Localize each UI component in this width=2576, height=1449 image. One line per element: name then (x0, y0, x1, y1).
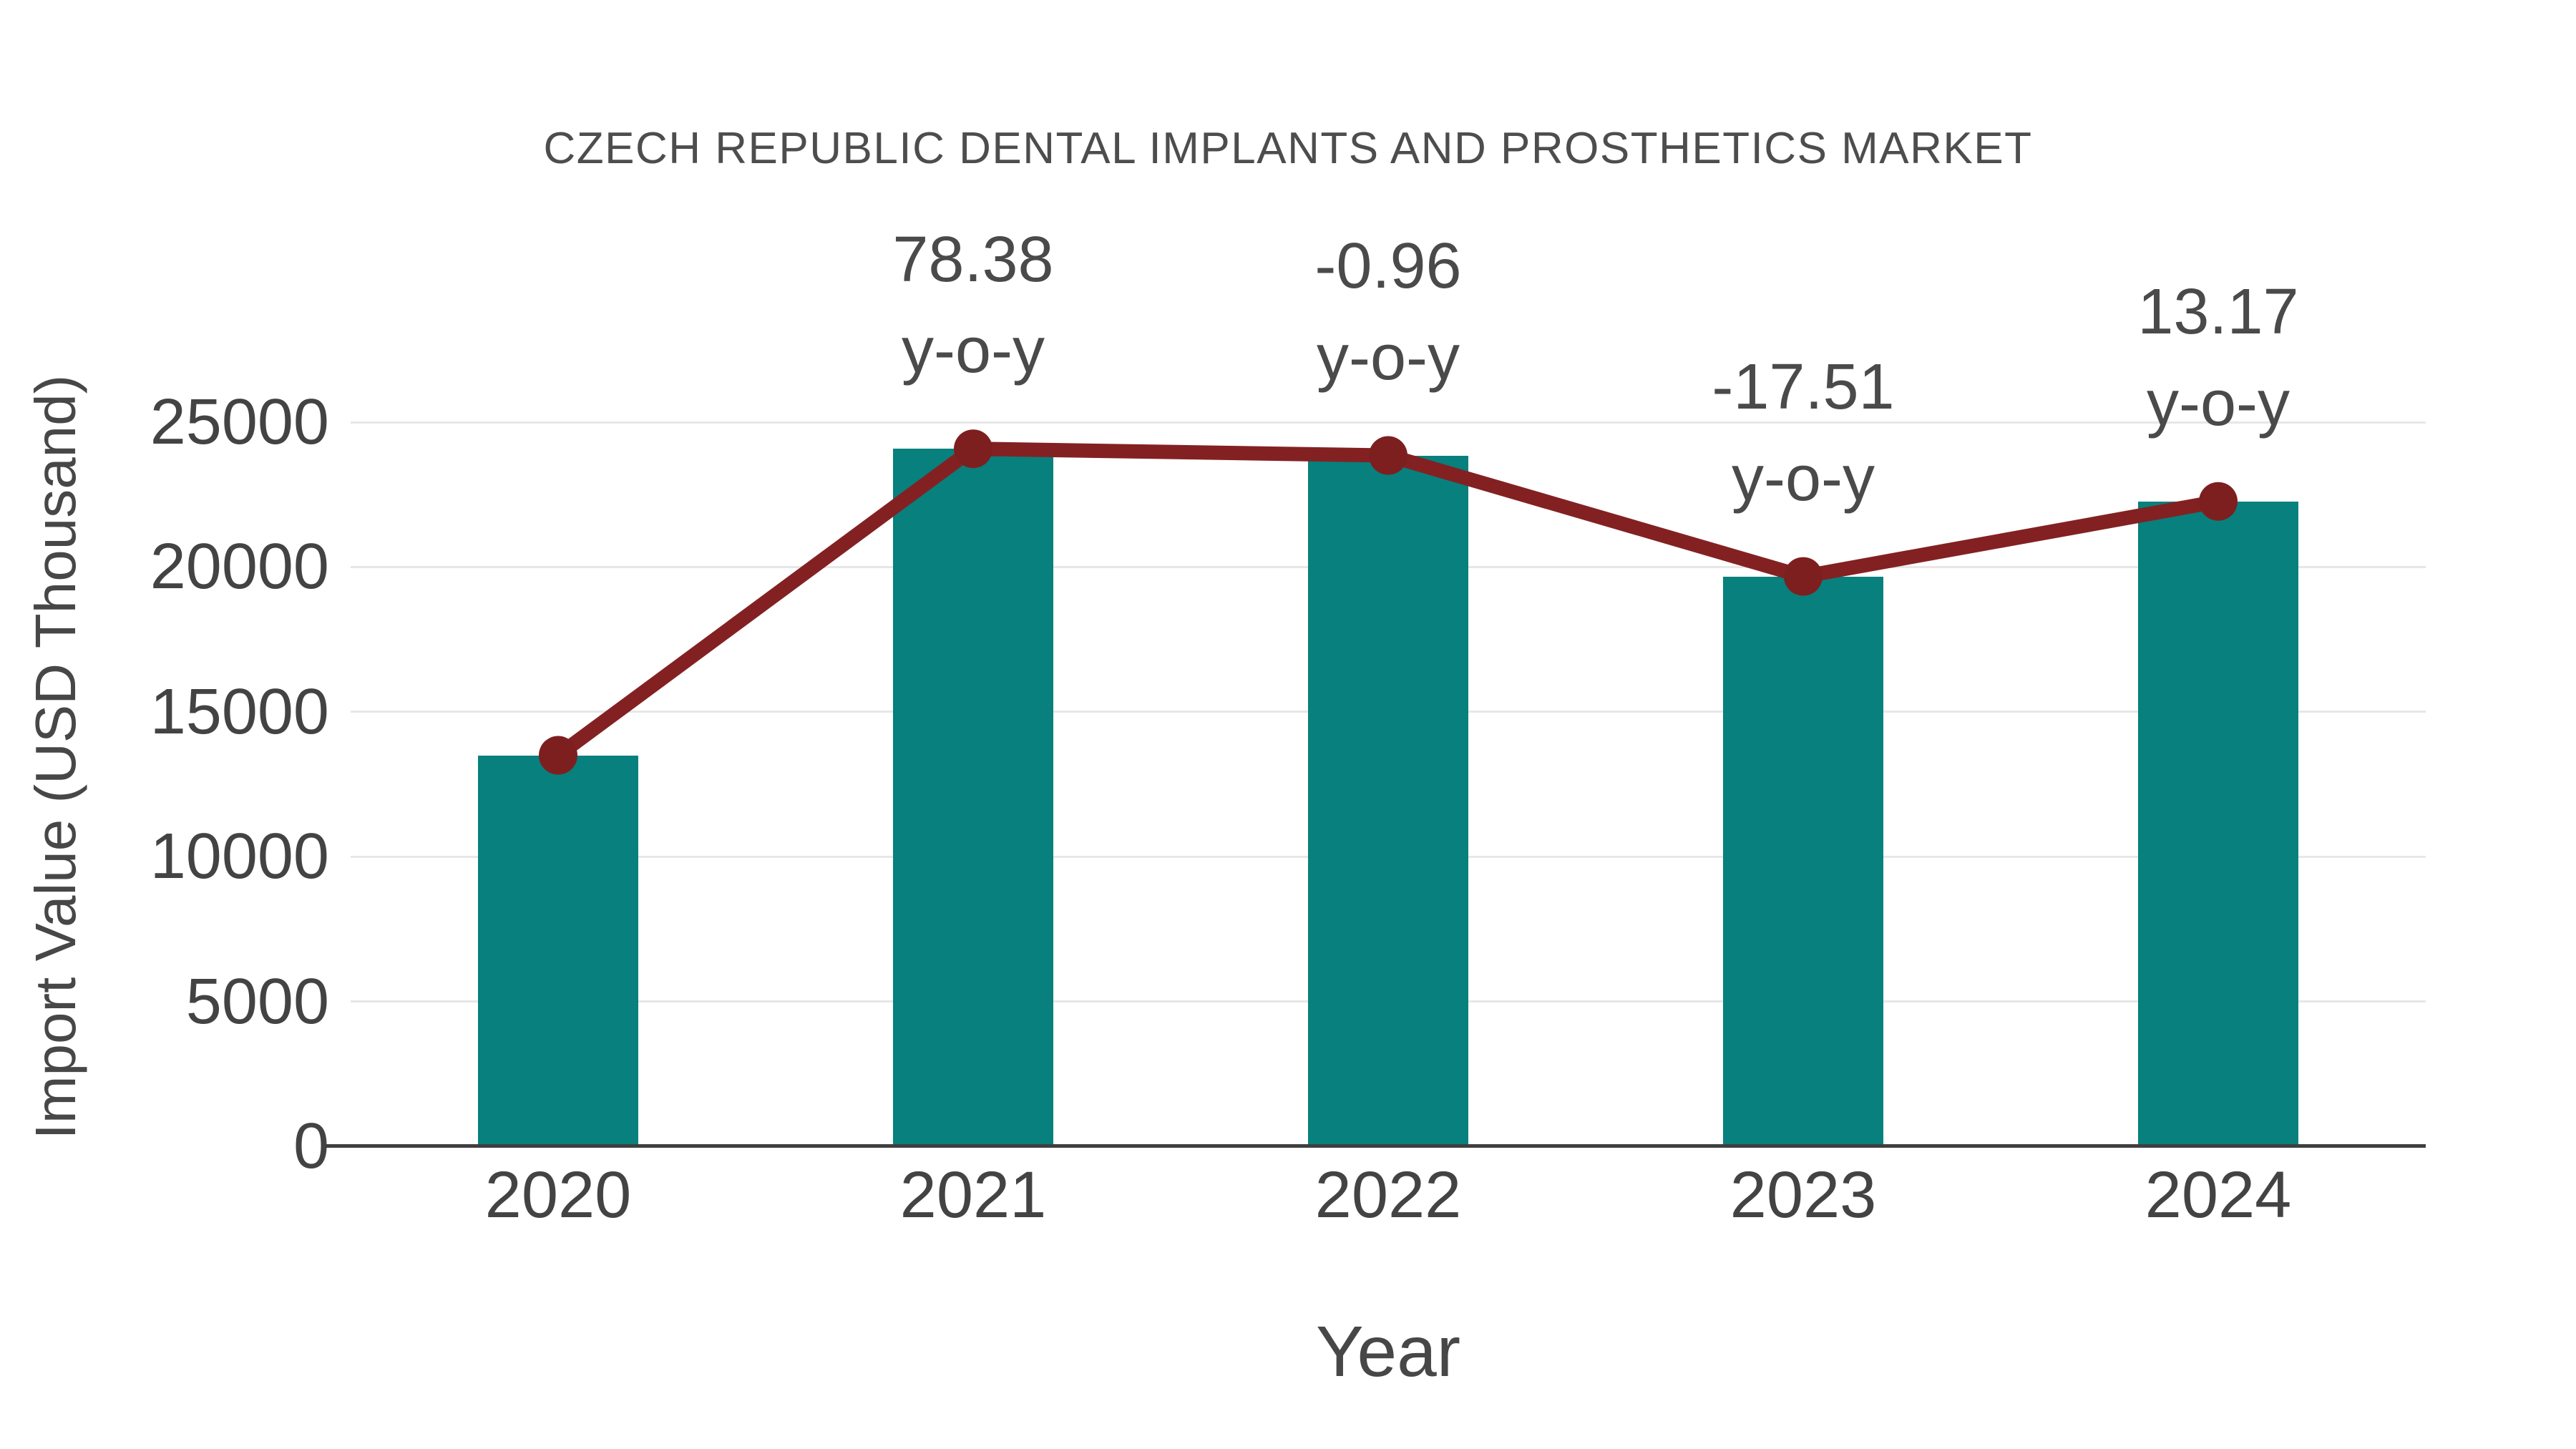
trend-line-layer (539, 429, 2238, 775)
annotation-2023: -17.51 y-o-y (1581, 342, 2025, 525)
annotation-value: 78.38 (892, 223, 1054, 296)
y-tick-label-20000: 20000 (150, 531, 329, 603)
annotation-suffix: y-o-y (1317, 321, 1460, 394)
annotation-2022: -0.96 y-o-y (1166, 221, 1610, 404)
trend-marker-2023 (1784, 557, 1823, 596)
annotation-suffix: y-o-y (1732, 442, 1875, 514)
trend-marker-2021 (954, 429, 992, 469)
x-tick-label-2024: 2024 (2145, 1158, 2292, 1231)
annotation-2024: 13.17 y-o-y (1996, 267, 2440, 450)
y-tick-label-25000: 25000 (150, 386, 329, 458)
annotation-2021: 78.38 y-o-y (751, 215, 1195, 398)
bar-2021 (893, 449, 1053, 1146)
bar-2022 (1308, 455, 1468, 1146)
bar-2023 (1723, 576, 1883, 1146)
annotation-value: -17.51 (1712, 351, 1895, 424)
y-tick-label-15000: 15000 (150, 675, 329, 748)
x-tick-label-2022: 2022 (1314, 1158, 1462, 1231)
x-tick-label-2023: 2023 (1729, 1158, 1877, 1231)
trend-marker-2020 (539, 736, 577, 775)
x-tick-label-2021: 2021 (899, 1158, 1047, 1231)
trend-marker-2024 (2199, 482, 2238, 521)
y-tick-label-5000: 5000 (185, 965, 329, 1038)
annotation-value: -0.96 (1314, 230, 1462, 302)
annotation-value: 13.17 (2137, 276, 2299, 348)
bar-2024 (2138, 501, 2298, 1146)
y-tick-label-0: 0 (293, 1111, 329, 1182)
y-tick-label-10000: 10000 (150, 821, 329, 893)
gridline-25000 (351, 421, 2426, 424)
annotation-suffix: y-o-y (902, 315, 1045, 387)
x-tick-label-2020: 2020 (484, 1158, 632, 1231)
plot-area: 0 5000 10000 15000 20000 25000 2020 2021 2022 202… (150, 224, 2426, 1228)
x-axis-title: Year (1315, 1312, 1461, 1392)
bar-2020 (478, 755, 638, 1146)
y-axis-title: Import Value (USD Thousand) (24, 374, 87, 1140)
chart-title: CZECH REPUBLIC DENTAL IMPLANTS AND PROST… (543, 124, 2033, 173)
x-axis-line (326, 1144, 2426, 1148)
annotation-suffix: y-o-y (2147, 367, 2290, 439)
trend-marker-2022 (1369, 436, 1407, 475)
